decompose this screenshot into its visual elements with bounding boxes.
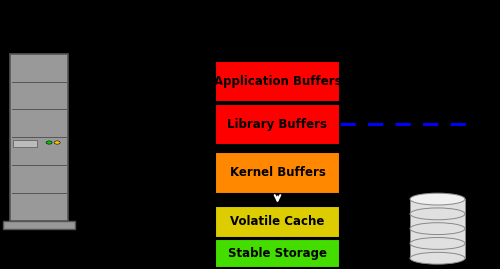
Ellipse shape xyxy=(410,208,465,220)
Ellipse shape xyxy=(410,223,465,235)
Text: Stable Storage: Stable Storage xyxy=(228,247,327,260)
Text: Kernel Buffers: Kernel Buffers xyxy=(230,166,326,179)
Text: Volatile Cache: Volatile Cache xyxy=(230,215,324,228)
FancyBboxPatch shape xyxy=(10,54,68,221)
Circle shape xyxy=(54,141,60,144)
FancyBboxPatch shape xyxy=(215,239,340,268)
Circle shape xyxy=(46,141,52,144)
Ellipse shape xyxy=(410,252,465,264)
FancyBboxPatch shape xyxy=(410,214,465,229)
Ellipse shape xyxy=(410,238,465,249)
FancyBboxPatch shape xyxy=(410,199,465,214)
FancyBboxPatch shape xyxy=(215,206,340,238)
Text: Application Buffers: Application Buffers xyxy=(214,75,342,88)
FancyBboxPatch shape xyxy=(12,140,36,147)
FancyBboxPatch shape xyxy=(215,61,340,102)
Ellipse shape xyxy=(410,193,465,205)
FancyBboxPatch shape xyxy=(215,152,340,194)
Text: Library Buffers: Library Buffers xyxy=(228,118,328,131)
FancyBboxPatch shape xyxy=(3,221,74,229)
FancyBboxPatch shape xyxy=(410,243,465,258)
FancyBboxPatch shape xyxy=(410,229,465,243)
FancyBboxPatch shape xyxy=(215,104,340,145)
